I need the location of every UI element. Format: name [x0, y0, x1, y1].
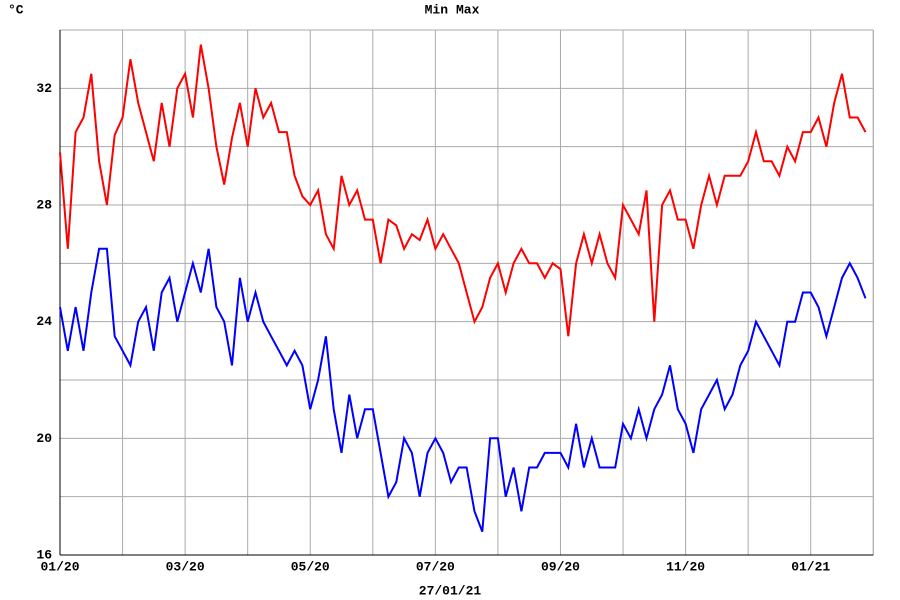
- x-tick-label: 01/20: [40, 559, 79, 574]
- series-line: [59, 44, 867, 337]
- date-annotation: 27/01/21: [419, 583, 482, 598]
- y-tick-label: 24: [36, 314, 52, 329]
- x-tick-label: 03/20: [166, 559, 205, 574]
- y-tick-label: 28: [36, 197, 52, 212]
- x-tick-label: 09/20: [541, 559, 580, 574]
- x-tick-label: 01/21: [791, 559, 830, 574]
- x-tick-label: 07/20: [416, 559, 455, 574]
- y-tick-label: 16: [36, 547, 52, 562]
- series-line: [59, 247, 867, 533]
- legend-max: Max: [456, 2, 480, 17]
- y-axis-label: °C: [8, 2, 24, 17]
- y-tick-label: 20: [36, 431, 52, 446]
- x-tick-label: 05/20: [291, 559, 330, 574]
- y-tick-label: 32: [36, 81, 52, 96]
- legend-min: Min: [425, 2, 449, 17]
- x-tick-label: 11/20: [666, 559, 705, 574]
